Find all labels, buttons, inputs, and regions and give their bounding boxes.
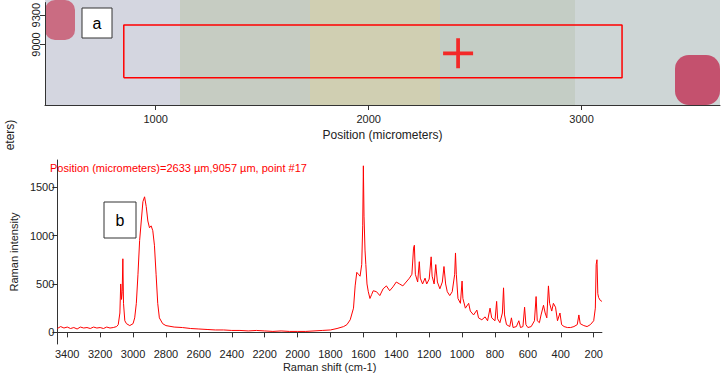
svg-text:1800: 1800 xyxy=(318,348,342,360)
svg-text:9300: 9300 xyxy=(30,3,42,27)
svg-text:1400: 1400 xyxy=(384,348,408,360)
svg-text:3000: 3000 xyxy=(121,348,145,360)
svg-text:Position (micrometers): Position (micrometers) xyxy=(322,128,442,142)
svg-text:a: a xyxy=(93,15,102,32)
svg-text:eters): eters) xyxy=(3,120,17,151)
svg-text:800: 800 xyxy=(486,348,504,360)
svg-text:2400: 2400 xyxy=(220,348,244,360)
svg-text:Position (micrometers)=2633 µm: Position (micrometers)=2633 µm,9057 µm, … xyxy=(50,162,307,174)
svg-text:2200: 2200 xyxy=(252,348,276,360)
svg-text:2600: 2600 xyxy=(187,348,211,360)
svg-text:3200: 3200 xyxy=(88,348,112,360)
svg-text:1000: 1000 xyxy=(450,348,474,360)
svg-text:9000: 9000 xyxy=(30,32,42,56)
svg-text:200: 200 xyxy=(585,348,603,360)
svg-text:1000: 1000 xyxy=(30,230,54,242)
svg-text:1000: 1000 xyxy=(143,113,167,125)
svg-text:1500: 1500 xyxy=(30,181,54,193)
svg-text:b: b xyxy=(116,212,125,229)
svg-text:600: 600 xyxy=(519,348,537,360)
svg-text:Raman intensity: Raman intensity xyxy=(8,212,20,291)
svg-text:400: 400 xyxy=(552,348,570,360)
svg-text:0: 0 xyxy=(48,326,54,338)
svg-text:Raman shift (cm-1): Raman shift (cm-1) xyxy=(283,361,377,373)
svg-text:1600: 1600 xyxy=(351,348,375,360)
svg-text:3400: 3400 xyxy=(55,348,79,360)
svg-text:2000: 2000 xyxy=(356,113,380,125)
svg-text:2800: 2800 xyxy=(154,348,178,360)
svg-text:2000: 2000 xyxy=(285,348,309,360)
svg-text:1200: 1200 xyxy=(417,348,441,360)
svg-text:3000: 3000 xyxy=(569,113,593,125)
svg-text:500: 500 xyxy=(36,278,54,290)
